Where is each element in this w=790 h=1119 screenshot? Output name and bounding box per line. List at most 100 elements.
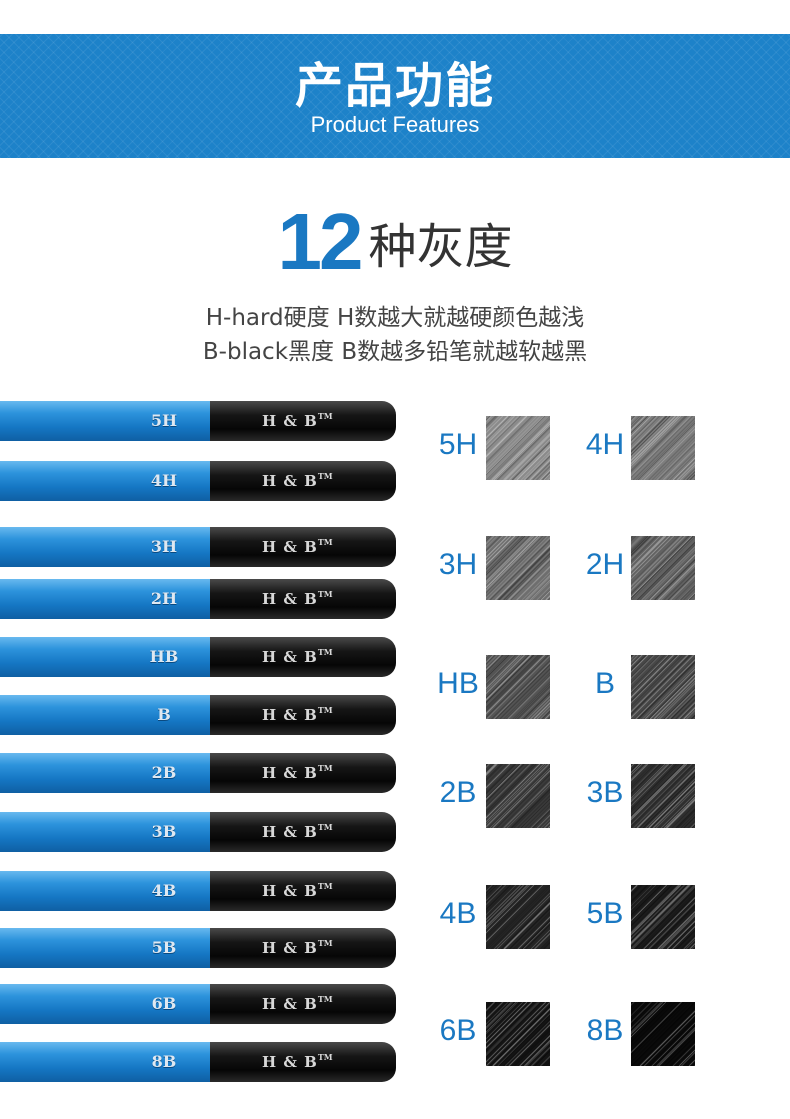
pencil-cap [210,527,396,567]
swatch-label-3b: 3B [586,776,624,809]
pencil-body [0,695,212,735]
pencil-body [0,527,212,567]
pencil-trademark: TM [317,589,333,599]
pencil-trademark: TM [317,822,333,832]
pencil-brand-text: H & B [262,412,318,430]
pencil-brand: H & BTM [262,579,362,619]
swatch-3h [421,535,677,601]
pencil-grade: 2H [150,589,178,608]
pencil-grade: 4H [150,471,178,490]
pencil-trademark: TM [317,705,333,715]
swatch-label-5h: 5H [438,428,478,461]
pencil-cap [210,753,396,793]
pencil-brand-text: H & B [262,823,318,841]
pencil-brand-text: H & B [262,995,318,1013]
pencil-grade: 8B [151,1052,177,1071]
pencil-body [0,928,212,968]
swatch-label-8b: 8B [586,1014,624,1047]
pencil-cap [210,984,396,1024]
pencil-body [0,579,212,619]
pencil-3b: 3B H & BTM [0,812,396,852]
pencil-cap [210,401,396,441]
headline: 12 种灰度 [0,196,790,288]
pencil-grade: 6B [151,994,177,1013]
pencil-body [0,753,212,793]
headline-text: 种灰度 [368,219,513,275]
pencil-hb: HB H & BTM [0,637,396,677]
pencil-brand-text: H & B [262,1053,318,1071]
swatch-3b [567,763,790,829]
pencil-3h: 3H H & BTM [0,527,396,567]
pencil-cap [210,461,396,501]
pencil-5h: 5H H & BTM [0,401,396,441]
swatch-2h [565,535,790,601]
pencil-grade: HB [149,647,179,666]
pencil-brand: H & BTM [262,637,362,677]
pencil-brand-text: H & B [262,472,318,490]
description-line-2: B-black黑度 B数越多铅笔就越软越黑 [202,339,588,365]
pencil-cap [210,871,396,911]
pencil-cap [210,695,396,735]
pencil-grade: 5H [150,411,178,430]
pencil-brand-text: H & B [262,882,318,900]
pencil-brand: H & BTM [262,695,362,735]
pencil-body [0,984,212,1024]
swatch-4b [421,884,675,950]
swatch-label-3h: 3H [438,548,478,581]
swatch-4h [566,415,790,481]
pencil-brand: H & BTM [262,527,362,567]
pencil-brand: H & BTM [262,812,362,852]
page-title: 产品功能 [294,58,495,114]
pencil-trademark: TM [317,537,333,547]
pencil-5b: 5B H & BTM [0,928,396,968]
pencil-brand: H & BTM [262,928,362,968]
pencil-grade: B [157,705,171,724]
pencil-brand: H & BTM [262,1042,362,1082]
pencil-brand-text: H & B [262,590,318,608]
pencil-6b: 6B H & BTM [0,984,396,1024]
swatch-label-2h: 2H [585,548,625,581]
pencil-cap [210,637,396,677]
swatch-hb [420,654,676,720]
pencil-2b: 2B H & BTM [0,753,396,793]
description-line-1: H-hard硬度 H数越大就越硬颜色越浅 [205,305,585,331]
swatch-5h [421,415,676,481]
pencil-body [0,461,212,501]
pencil-brand-text: H & B [262,764,318,782]
swatch-2b [422,763,677,829]
pencil-brand-text: H & B [262,538,318,556]
pencil-body [0,871,212,911]
pencil-8b: 8B H & BTM [0,1042,396,1082]
pencil-body [0,637,212,677]
pencil-trademark: TM [317,938,333,948]
pencil-trademark: TM [317,471,333,481]
pencil-trademark: TM [317,1052,333,1062]
pencil-brand-text: H & B [262,706,318,724]
headline-number: 12 [277,197,364,286]
pencil-grade: 5B [151,938,177,957]
swatch-8b [565,1001,790,1067]
swatch-label-2b: 2B [439,776,477,809]
page-subtitle: Product Features [310,112,480,137]
swatch-label-hb: HB [437,667,479,700]
pencil-cap [210,579,396,619]
pencil-brand: H & BTM [262,461,362,501]
swatch-label-5b: 5B [586,897,624,930]
swatch-5b [566,884,790,950]
swatch-label-b: B [594,667,615,700]
pencil-brand: H & BTM [262,753,362,793]
pencil-cap [210,1042,396,1082]
pencil-grade: 4B [151,881,177,900]
header-banner: 产品功能 Product Features [0,34,790,158]
pencil-grade: 3H [150,537,178,556]
pencil-trademark: TM [317,994,333,1004]
pencil-4b: 4B H & BTM [0,871,396,911]
pencil-grade: 3B [151,822,177,841]
pencil-trademark: TM [317,411,333,421]
pencil-cap [210,812,396,852]
swatch-label-4h: 4H [585,428,625,461]
pencil-trademark: TM [317,763,333,773]
pencil-trademark: TM [317,647,333,657]
pencil-4h: 4H H & BTM [0,461,396,501]
pencil-trademark: TM [317,881,333,891]
